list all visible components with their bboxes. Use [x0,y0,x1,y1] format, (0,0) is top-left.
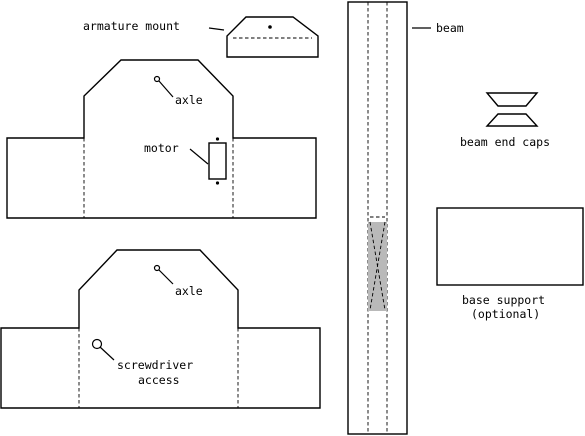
upper-axle-hole [153,75,161,83]
upper-body-outline [6,59,317,219]
motor-slot-bottom-dot [215,181,220,185]
armature-mount-label: armature mount [83,19,180,33]
screwdriver-leader [99,346,115,361]
motor-slot [208,142,227,180]
base-support-part [436,207,584,286]
beam-outline [347,1,408,435]
beam-end-caps-label: beam end caps [460,135,550,149]
beam-end-cap-bottom [485,113,539,127]
lower-axle-hole [153,264,161,272]
base-support-label-line1: base support [462,293,545,307]
screwdriver-access-label-line2: access [138,373,180,387]
lower-body-panel [0,249,321,409]
armature-mount-outline [226,16,319,58]
beam-cut-line-right-diagonal [369,221,386,311]
armature-mount-part [208,16,319,58]
beam-part [347,1,431,435]
lower-axle-leader [158,269,174,285]
beam-end-caps-part [485,92,539,127]
base-support-label-line2: (optional) [471,307,540,321]
upper-axle-leader [158,80,174,98]
armature-mount-hole [268,25,272,29]
upper-axle-label: axle [175,93,203,107]
base-support-outline [436,207,584,286]
screwdriver-access-hole [91,338,103,350]
screwdriver-access-label-line1: screwdriver [117,358,193,372]
beam-label: beam [436,21,464,35]
lower-axle-label: axle [175,284,203,298]
beam-end-cap-top [485,92,539,107]
motor-leader [189,148,209,165]
upper-body-panel [6,59,317,219]
motor-slot-top-dot [215,137,220,141]
lower-body-outline [0,249,321,409]
armature-mount-leader [208,27,225,31]
motor-label: motor [144,141,179,155]
